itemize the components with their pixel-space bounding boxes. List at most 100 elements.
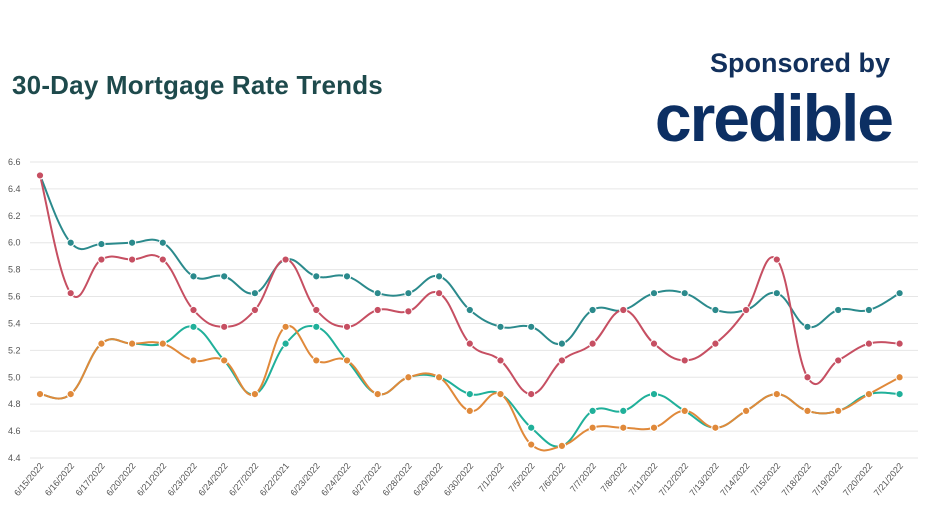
data-point-series-1 [649, 289, 659, 298]
data-point-series-3 [895, 389, 904, 399]
data-point-series-1 [557, 339, 567, 348]
data-point-series-2 [711, 339, 720, 348]
data-point-series-4 [158, 339, 167, 348]
data-point-series-1 [189, 272, 198, 281]
data-point-series-4 [35, 389, 45, 399]
x-tick-label: 6/27/2022 [227, 461, 260, 498]
x-tick-label: 6/20/2022 [104, 461, 137, 498]
data-point-series-2 [435, 289, 444, 298]
data-point-series-4 [619, 423, 628, 432]
data-point-series-2 [742, 305, 751, 315]
x-tick-label: 7/6/2022 [537, 461, 567, 494]
data-point-series-1 [680, 289, 689, 298]
x-tick-label: 6/21/2022 [135, 461, 168, 498]
y-tick-label: 6.2 [8, 211, 21, 221]
data-point-series-2 [895, 339, 904, 348]
x-tick-label: 6/23/2022 [166, 461, 199, 498]
data-point-series-3 [312, 322, 321, 331]
data-point-series-4 [527, 440, 536, 449]
data-point-series-1 [864, 305, 874, 315]
x-tick-label: 6/16/2022 [43, 461, 76, 498]
data-point-series-3 [189, 322, 198, 331]
data-point-series-2 [803, 373, 812, 382]
x-tick-label: 7/21/2022 [872, 461, 905, 498]
y-tick-label: 6.6 [8, 157, 21, 167]
data-point-series-1 [588, 305, 597, 315]
data-point-series-2 [220, 322, 229, 331]
data-point-series-3 [649, 389, 659, 399]
data-point-series-4 [895, 373, 904, 382]
data-point-series-1 [220, 272, 229, 281]
x-tick-label: 7/13/2022 [688, 461, 721, 498]
data-point-series-4 [373, 389, 382, 399]
data-point-series-4 [189, 356, 198, 365]
data-point-series-1 [373, 289, 382, 298]
data-point-series-2 [496, 356, 505, 365]
data-point-series-2 [588, 339, 597, 348]
data-point-series-4 [711, 423, 720, 432]
x-tick-label: 7/5/2022 [507, 461, 537, 494]
data-point-series-4 [803, 406, 812, 416]
data-point-series-2 [772, 255, 781, 264]
data-point-series-1 [312, 272, 321, 281]
x-tick-label: 6/23/2022 [288, 461, 321, 498]
data-point-series-4 [404, 373, 413, 382]
data-point-series-2 [465, 339, 474, 348]
y-tick-label: 6.4 [8, 184, 21, 194]
data-point-series-4 [742, 406, 751, 416]
data-point-series-4 [97, 339, 106, 348]
data-point-series-2 [66, 289, 75, 298]
y-tick-label: 5.6 [8, 292, 21, 302]
data-point-series-1 [895, 289, 904, 298]
x-tick-label: 6/29/2022 [411, 461, 444, 498]
data-point-series-4 [128, 339, 137, 348]
y-tick-label: 4.8 [8, 399, 21, 409]
data-point-series-4 [312, 356, 321, 365]
data-point-series-2 [404, 307, 413, 316]
x-tick-label: 7/7/2022 [568, 461, 598, 494]
data-point-series-3 [527, 423, 536, 432]
data-point-series-4 [281, 322, 290, 331]
x-tick-label: 7/15/2022 [749, 461, 782, 498]
data-point-series-2 [864, 339, 874, 348]
data-point-series-1 [803, 322, 812, 331]
data-point-series-3 [281, 339, 290, 348]
x-tick-label: 7/14/2022 [718, 461, 751, 498]
data-point-series-2 [281, 255, 290, 264]
x-tick-label: 6/30/2022 [442, 461, 475, 498]
y-tick-label: 6.0 [8, 238, 21, 248]
data-point-series-2 [97, 255, 106, 264]
series-line-2 [39, 175, 900, 396]
y-tick-label: 4.4 [8, 453, 21, 463]
x-tick-label: 7/12/2022 [657, 461, 690, 498]
data-point-series-1 [128, 238, 137, 247]
data-point-series-4 [220, 356, 229, 365]
data-point-series-2 [250, 305, 259, 315]
data-point-series-3 [619, 406, 628, 416]
data-point-series-2 [342, 322, 352, 331]
data-point-series-2 [373, 305, 382, 315]
data-point-series-4 [680, 406, 689, 416]
data-point-series-2 [649, 339, 659, 348]
data-point-series-1 [97, 239, 106, 249]
sponsored-by-label: Sponsored by [709, 48, 890, 78]
data-point-series-2 [35, 171, 45, 180]
data-point-series-1 [158, 238, 167, 247]
data-point-series-2 [834, 356, 843, 365]
data-point-series-2 [680, 356, 689, 365]
data-point-series-1 [465, 305, 474, 315]
data-point-series-1 [404, 289, 413, 298]
data-point-series-3 [588, 406, 597, 416]
data-point-series-3 [465, 389, 474, 399]
data-point-series-1 [342, 272, 352, 281]
data-point-series-4 [834, 406, 843, 416]
x-tick-label: 7/19/2022 [810, 461, 843, 498]
data-point-series-1 [711, 305, 720, 315]
x-tick-label: 6/24/2022 [319, 461, 352, 498]
data-point-series-2 [557, 356, 567, 365]
x-tick-label: 7/20/2022 [841, 461, 874, 498]
x-tick-label: 6/15/2022 [12, 461, 45, 498]
data-point-series-4 [496, 389, 505, 399]
data-point-series-1 [66, 238, 75, 247]
